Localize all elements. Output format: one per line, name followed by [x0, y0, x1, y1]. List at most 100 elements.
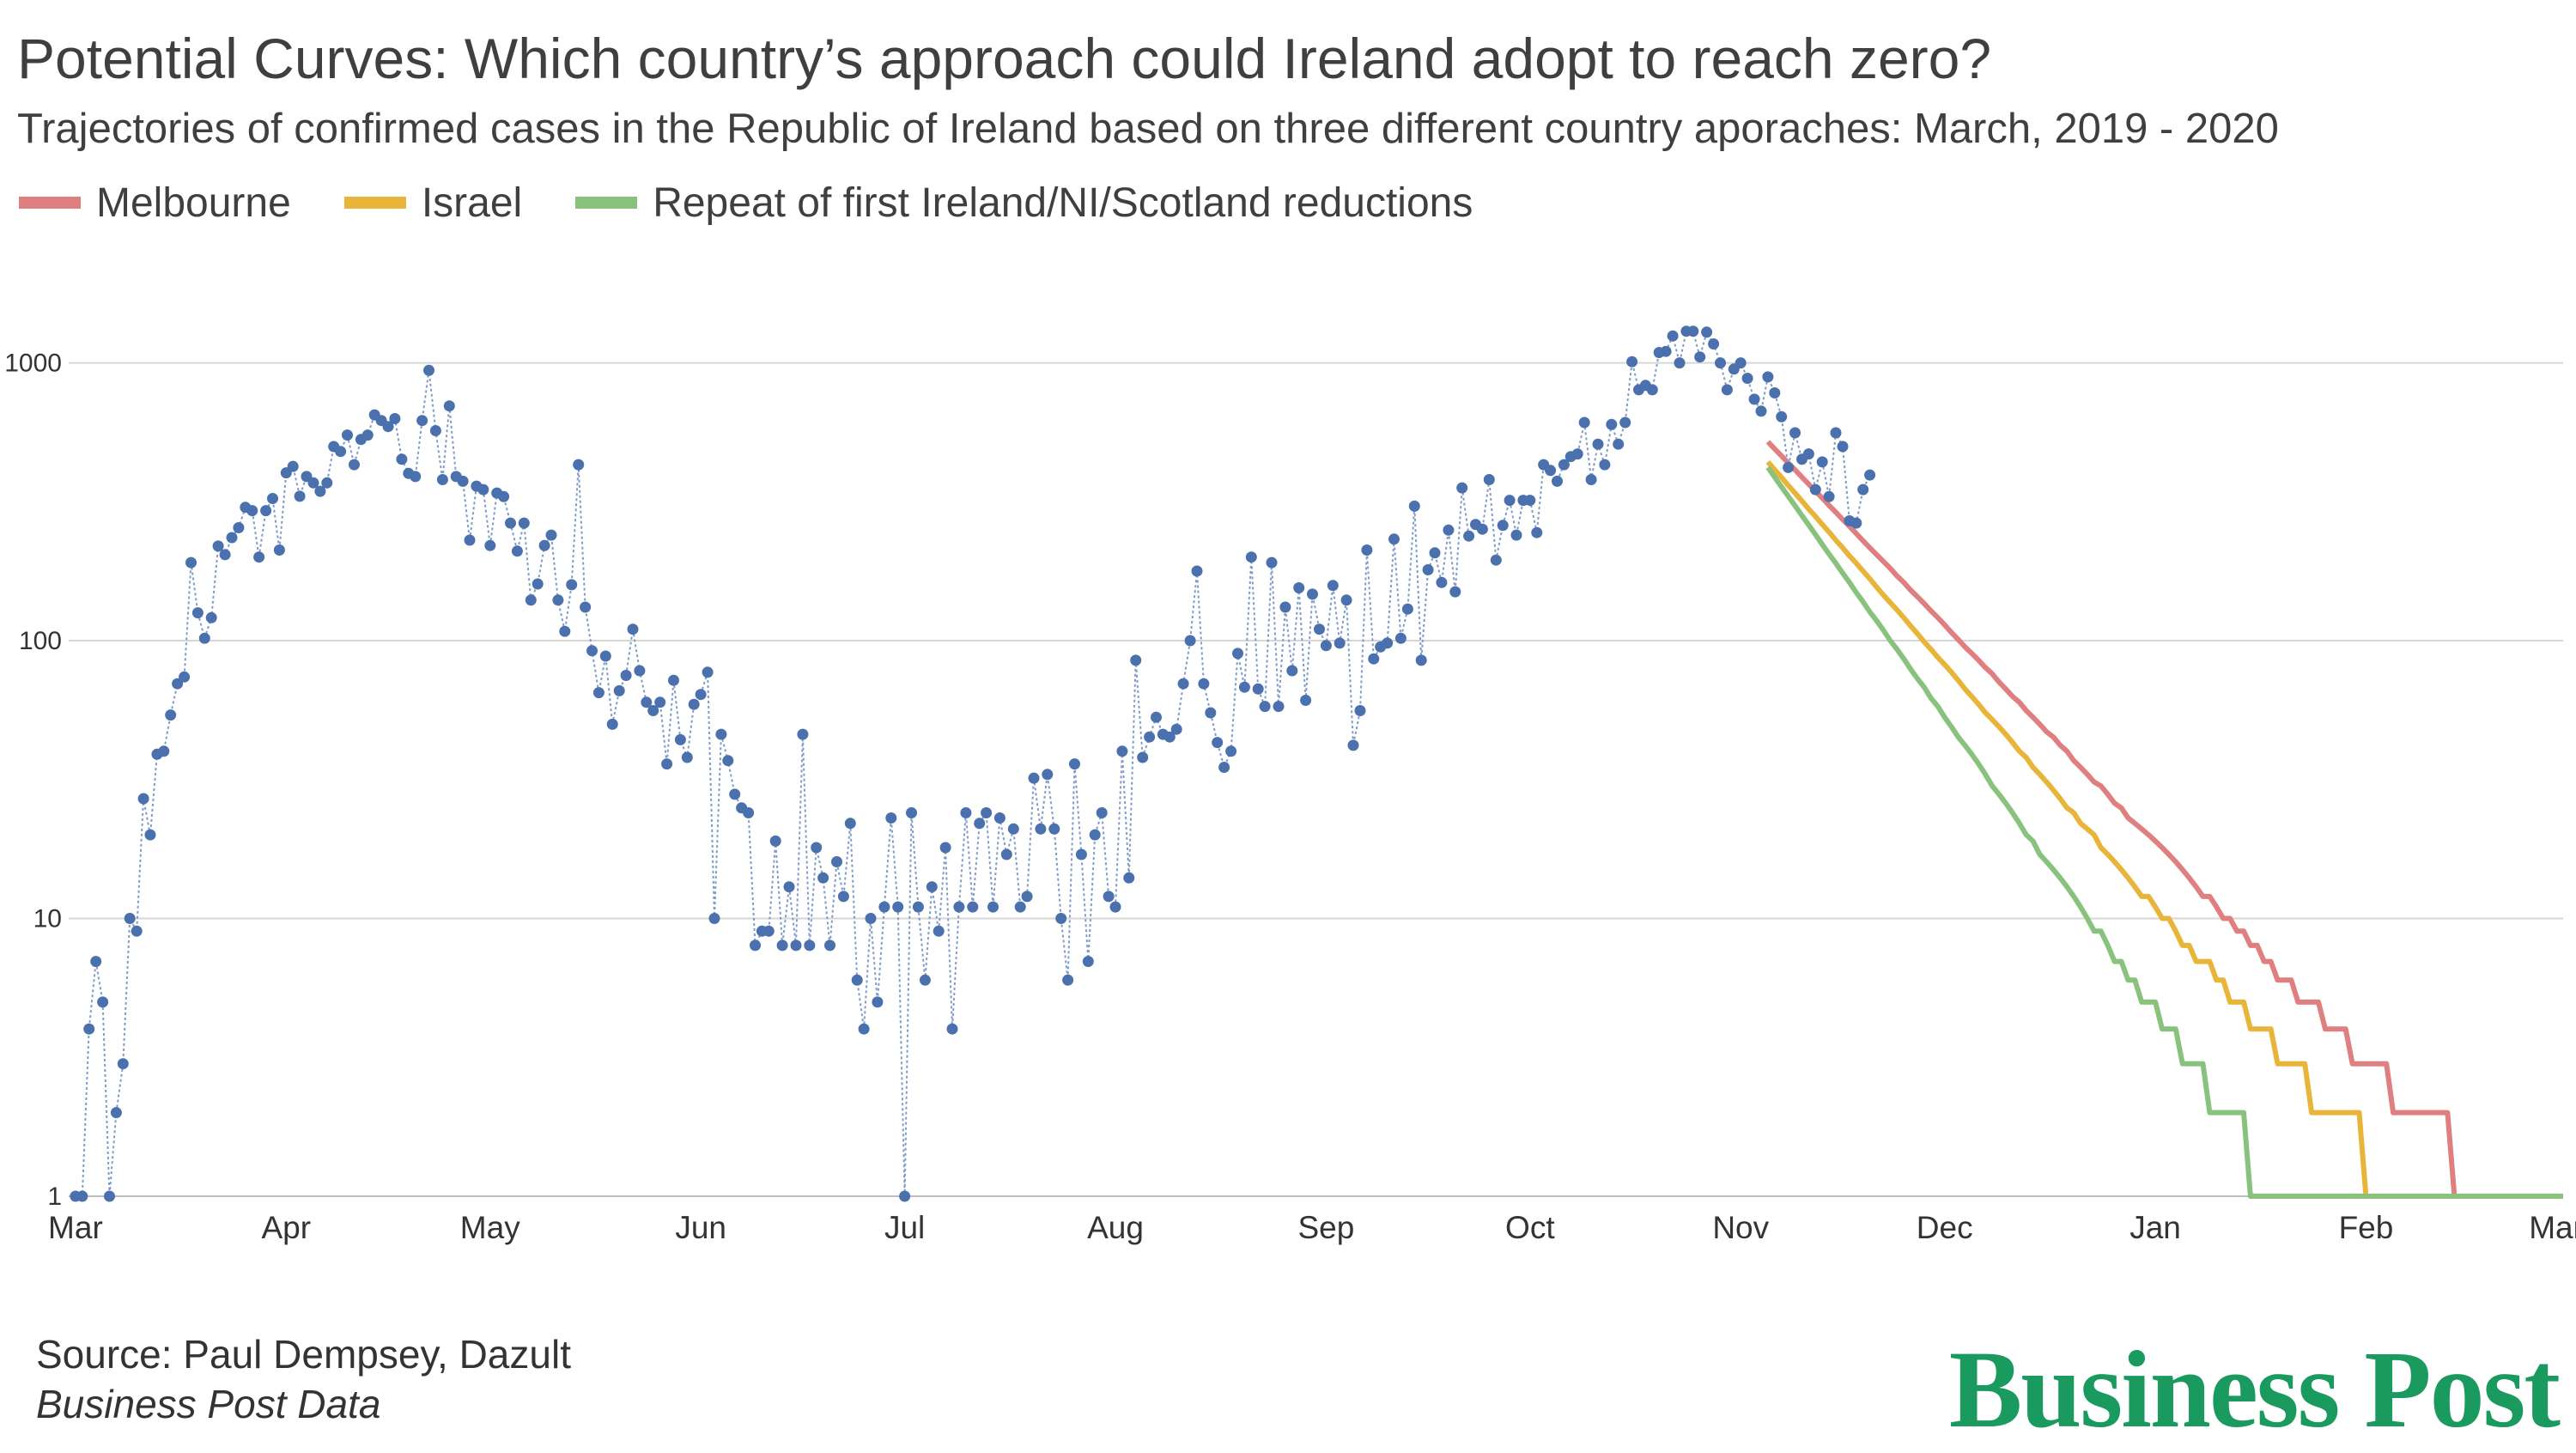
data-point	[342, 429, 353, 441]
data-point	[926, 881, 938, 893]
y-tick-label: 1	[47, 1182, 62, 1211]
data-point	[314, 485, 326, 497]
data-point	[695, 689, 707, 701]
data-point	[1055, 913, 1067, 924]
legend-label-melbourne: Melbourne	[96, 179, 291, 226]
data-point	[1184, 635, 1196, 647]
x-tick-label: Jan	[2129, 1210, 2181, 1245]
data-point	[545, 529, 557, 541]
legend-swatch-israel	[343, 197, 406, 209]
data-point	[1715, 357, 1726, 369]
data-point	[1571, 448, 1583, 460]
data-point	[811, 842, 823, 854]
data-point	[1198, 678, 1210, 690]
data-point	[1252, 683, 1264, 695]
data-point	[1436, 576, 1448, 588]
data-point	[1857, 483, 1869, 495]
data-point	[641, 696, 653, 708]
data-point	[1449, 586, 1461, 598]
data-point	[1552, 475, 1563, 487]
data-point	[505, 517, 516, 529]
data-point	[1327, 580, 1339, 592]
data-point	[1408, 500, 1420, 512]
data-point	[1762, 371, 1774, 383]
data-point	[457, 475, 469, 487]
data-point	[1735, 357, 1747, 369]
data-point	[899, 1190, 911, 1202]
legend-label-repeat: Repeat of first Ireland/NI/Scotland redu…	[653, 179, 1473, 226]
data-point	[878, 901, 890, 913]
data-point	[117, 1058, 129, 1070]
data-point	[1755, 405, 1767, 417]
data-point	[498, 490, 510, 502]
data-point	[1578, 416, 1590, 429]
data-point	[1741, 373, 1753, 384]
data-point	[484, 539, 496, 551]
data-point	[566, 579, 578, 591]
source-line: Source: Paul Dempsey, Dazult	[36, 1332, 571, 1377]
data-point	[865, 913, 877, 924]
data-point	[1694, 351, 1706, 363]
data-point	[396, 453, 408, 465]
data-point	[1177, 678, 1189, 690]
data-point	[872, 996, 884, 1008]
data-point	[580, 601, 592, 613]
data-point	[518, 517, 530, 529]
data-point	[1361, 544, 1373, 556]
data-point	[1816, 456, 1828, 468]
y-tick-label: 10	[33, 905, 62, 933]
data-point	[1130, 654, 1142, 666]
data-point	[1476, 523, 1488, 535]
data-point	[144, 829, 156, 841]
data-point	[1123, 872, 1135, 884]
data-point	[1103, 891, 1115, 903]
data-point	[559, 625, 571, 637]
data-point	[1000, 848, 1012, 860]
projection-line-israel	[1765, 459, 2563, 1199]
data-point	[1042, 769, 1054, 781]
data-point	[511, 545, 523, 557]
data-point	[1205, 707, 1217, 719]
data-point	[1769, 387, 1781, 398]
legend-item-melbourne: Melbourne	[19, 179, 291, 227]
data-point	[783, 881, 795, 893]
data-point	[1300, 695, 1312, 706]
data-point	[1075, 848, 1087, 860]
chart-title: Potential Curves: Which country’s approa…	[17, 27, 1992, 90]
data-point	[335, 446, 347, 458]
data-point	[627, 623, 639, 635]
y-tick-label: 100	[19, 627, 62, 655]
data-point	[1225, 745, 1237, 757]
data-point	[382, 421, 394, 433]
data-point	[620, 670, 632, 681]
data-point	[287, 460, 299, 472]
data-point	[226, 532, 238, 544]
data-point	[212, 540, 224, 552]
data-point	[110, 1107, 122, 1119]
data-point	[1646, 384, 1658, 396]
data-point	[1144, 731, 1156, 743]
data-point	[919, 974, 931, 986]
data-point	[1151, 711, 1162, 723]
data-point	[946, 1023, 958, 1035]
data-point	[267, 493, 278, 504]
data-point	[1259, 701, 1271, 713]
data-point	[681, 751, 693, 763]
data-point	[661, 758, 673, 770]
data-point	[804, 939, 816, 951]
data-point	[1823, 490, 1835, 502]
data-point	[97, 996, 109, 1008]
data-point	[1721, 384, 1733, 396]
data-point	[1483, 474, 1495, 485]
data-point	[654, 696, 666, 708]
data-point	[750, 939, 761, 951]
legend-item-repeat: Repeat of first Ireland/NI/Scotland redu…	[575, 179, 1473, 227]
data-point	[191, 607, 204, 619]
data-point	[172, 678, 184, 690]
data-point	[722, 755, 734, 767]
data-point	[967, 901, 979, 913]
data-point	[1456, 482, 1468, 494]
data-point	[1497, 520, 1509, 532]
data-point	[892, 901, 904, 913]
projection-line-melbourne	[1765, 440, 2563, 1199]
